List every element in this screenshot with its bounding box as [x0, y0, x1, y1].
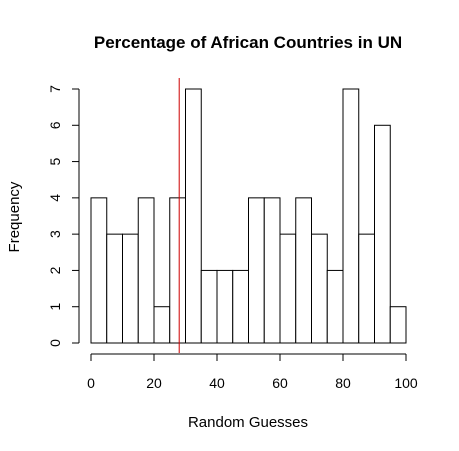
y-axis-label: Frequency [6, 181, 23, 252]
histogram-bar [248, 197, 265, 344]
histogram-bar [200, 269, 218, 344]
histogram-bar [263, 197, 281, 344]
x-tick-label: 0 [87, 375, 95, 391]
histogram-bar [311, 233, 328, 344]
histogram-bar [342, 88, 360, 344]
histogram-bar [389, 306, 407, 344]
histogram-bar [122, 233, 139, 344]
histogram-bar [153, 306, 171, 344]
histogram-bar [279, 233, 297, 344]
y-tick-label: 3 [47, 230, 63, 238]
x-tick-label: 20 [146, 375, 162, 391]
y-tick-label: 4 [47, 194, 63, 202]
chart-title: Percentage of African Countries in UN [94, 33, 402, 52]
y-tick-label: 7 [47, 85, 63, 93]
x-axis: 0 20 40 60 80 100 [87, 353, 418, 391]
y-tick-label: 6 [47, 121, 63, 129]
histogram-bar [137, 197, 155, 344]
histogram-bar [185, 88, 202, 344]
x-axis-label: Random Guesses [188, 414, 308, 431]
histogram-bar [358, 233, 375, 344]
histogram-bar [216, 269, 234, 344]
x-tick-label: 80 [335, 375, 351, 391]
histogram-bar [374, 124, 391, 344]
y-tick-label: 1 [47, 303, 63, 311]
histogram-bar [106, 233, 123, 344]
y-tick-label: 0 [47, 339, 63, 347]
x-tick-label: 100 [394, 375, 418, 391]
y-tick-label: 5 [47, 157, 63, 165]
x-tick-label: 40 [209, 375, 225, 391]
histogram-bar [90, 197, 108, 344]
histogram-bar [326, 269, 344, 344]
histogram-bar [232, 269, 249, 344]
bars-group [90, 88, 407, 344]
histogram-bar [169, 197, 186, 344]
histogram-bar [295, 197, 312, 344]
x-tick-label: 60 [272, 375, 288, 391]
y-tick-label: 2 [47, 266, 63, 274]
y-axis: 0 1 2 3 4 5 6 7 [47, 85, 80, 347]
